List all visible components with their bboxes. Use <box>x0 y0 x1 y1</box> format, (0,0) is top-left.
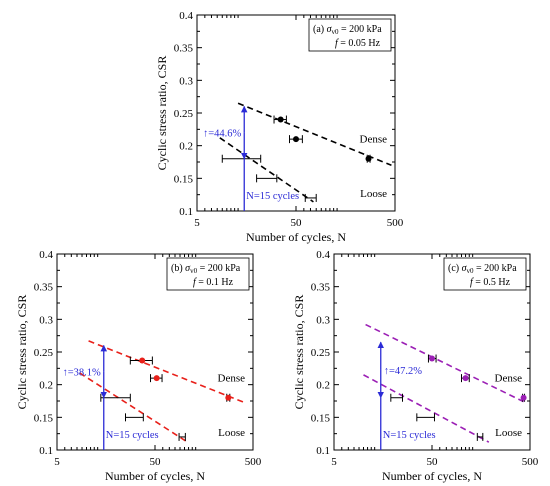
x-tick-label: 500 <box>245 456 262 468</box>
y-tick-label: 0.1 <box>179 206 193 218</box>
y-tick-label: 0.2 <box>39 380 53 392</box>
cycles-label: N=15 cycles <box>106 430 159 441</box>
info-frequency-text: f = 0.05 Hz <box>335 38 381 49</box>
info-frequency-text: f = 0.1 Hz <box>193 277 234 288</box>
series-label-dense: Dense <box>218 373 246 385</box>
x-axis-title: Number of cycles, N <box>105 469 205 483</box>
x-tick-label: 5 <box>331 456 337 468</box>
x-tick-label: 5 <box>194 217 200 229</box>
data-point-dense <box>429 355 435 362</box>
y-axis-title: Cyclic stress ratio, CSR <box>292 295 306 410</box>
data-point-dense <box>277 116 284 123</box>
y-tick-label: 0.3 <box>179 75 193 87</box>
chart-panel-b: 0.1 0.15 0.2 0.25 0.3 0.35 0.4 5 50 500 Number of … <box>15 249 262 483</box>
y-tick-label: 0.25 <box>174 108 194 120</box>
data-point-dense <box>293 136 299 143</box>
y-axis-title: Cyclic stress ratio, CSR <box>15 295 29 410</box>
cycles-label: N=15 cycles <box>383 430 436 441</box>
data-point-dense <box>520 394 527 401</box>
increase-label: ↑=47.2% <box>384 366 423 377</box>
y-tick-label: 0.2 <box>316 380 330 392</box>
data-point-dense <box>365 155 372 162</box>
data-point-dense <box>462 375 469 382</box>
x-tick-label: 500 <box>522 456 539 468</box>
info-stress-text: (a) σv0 = 200 kPa <box>313 24 382 36</box>
chart-panel-c: 0.1 0.15 0.2 0.25 0.3 0.35 0.4 5 50 500 Number of … <box>292 249 539 483</box>
trend-line-loose <box>79 372 188 443</box>
x-tick-label: 500 <box>387 217 404 229</box>
series-label-loose: Loose <box>495 427 522 439</box>
y-tick-label: 0.25 <box>311 347 331 359</box>
y-tick-label: 0.4 <box>179 10 193 22</box>
y-tick-label: 0.4 <box>316 249 330 261</box>
y-tick-label: 0.15 <box>174 173 194 185</box>
y-tick-label: 0.35 <box>174 43 194 55</box>
y-tick-label: 0.35 <box>311 282 331 294</box>
x-axis-title: Number of cycles, N <box>382 469 482 483</box>
y-tick-label: 0.15 <box>311 412 331 424</box>
series-label-loose: Loose <box>360 188 387 200</box>
y-tick-label: 0.1 <box>39 445 53 457</box>
increase-label: ↑=44.6% <box>203 129 242 140</box>
info-stress-text: (c) σv0 = 200 kPa <box>448 263 517 275</box>
series-label-loose: Loose <box>218 427 245 439</box>
x-tick-label: 5 <box>54 456 60 468</box>
info-stress-text: (b) σv0 = 200 kPa <box>171 263 241 275</box>
x-axis-title: Number of cycles, N <box>246 230 346 244</box>
trend-line-loose <box>219 137 314 203</box>
y-tick-label: 0.1 <box>316 445 330 457</box>
trend-line-dense <box>237 102 392 167</box>
x-tick-label: 50 <box>291 217 303 229</box>
data-point-dense <box>225 394 232 401</box>
info-box <box>443 257 527 291</box>
y-tick-label: 0.2 <box>179 141 193 153</box>
data-point-dense <box>139 357 146 364</box>
trend-line-dense <box>365 323 524 403</box>
cycles-label: N=15 cycles <box>246 191 299 202</box>
x-tick-label: 50 <box>427 456 439 468</box>
y-tick-label: 0.3 <box>316 314 330 326</box>
increase-label: ↑=38.1% <box>62 368 101 379</box>
y-tick-label: 0.15 <box>34 412 54 424</box>
y-tick-label: 0.25 <box>34 347 54 359</box>
trend-line-dense <box>88 340 246 404</box>
info-box <box>166 257 250 291</box>
y-tick-label: 0.3 <box>39 314 53 326</box>
x-tick-label: 50 <box>150 456 162 468</box>
series-label-dense: Dense <box>495 373 523 385</box>
y-tick-label: 0.35 <box>34 282 54 294</box>
y-axis-title: Cyclic stress ratio, CSR <box>155 56 169 171</box>
chart-panel-a: 0.1 0.15 0.2 0.25 0.3 0.35 0.4 5 50 500 Number of … <box>155 10 404 244</box>
series-label-dense: Dense <box>360 134 388 146</box>
trend-line-loose <box>363 374 490 443</box>
data-point-dense <box>153 375 160 382</box>
y-tick-label: 0.4 <box>39 249 53 261</box>
info-frequency-text: f = 0.5 Hz <box>470 277 511 288</box>
info-box <box>308 18 392 52</box>
